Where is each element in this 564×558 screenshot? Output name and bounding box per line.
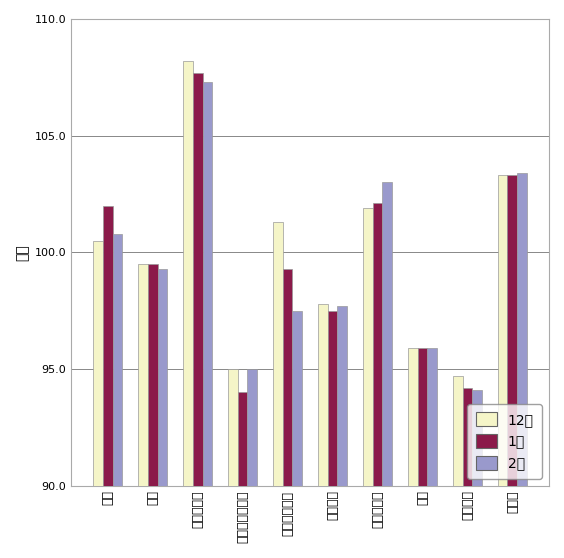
Bar (293, 311, 302, 558)
Bar (373, 203, 382, 558)
Bar (272, 222, 283, 558)
Bar (517, 173, 527, 558)
Bar (193, 73, 202, 558)
Bar (452, 376, 462, 558)
Bar (408, 348, 417, 558)
Bar (103, 206, 113, 558)
Bar (508, 175, 517, 558)
Bar (138, 264, 148, 558)
Bar (148, 264, 157, 558)
Legend: 12月, 1月, 2月: 12月, 1月, 2月 (468, 404, 542, 479)
Bar (462, 388, 473, 558)
Bar (363, 208, 373, 558)
Bar (328, 311, 337, 558)
Bar (337, 306, 347, 558)
Bar (473, 390, 482, 558)
Bar (92, 240, 103, 558)
Bar (157, 268, 168, 558)
Bar (113, 234, 122, 558)
Bar (248, 369, 257, 558)
Bar (183, 61, 193, 558)
Bar (283, 268, 293, 558)
Bar (382, 182, 393, 558)
Bar (417, 348, 428, 558)
Bar (228, 369, 237, 558)
Bar (318, 304, 328, 558)
Y-axis label: 指数: 指数 (15, 244, 29, 261)
Bar (237, 392, 248, 558)
Bar (497, 175, 508, 558)
Bar (202, 82, 213, 558)
Bar (428, 348, 437, 558)
